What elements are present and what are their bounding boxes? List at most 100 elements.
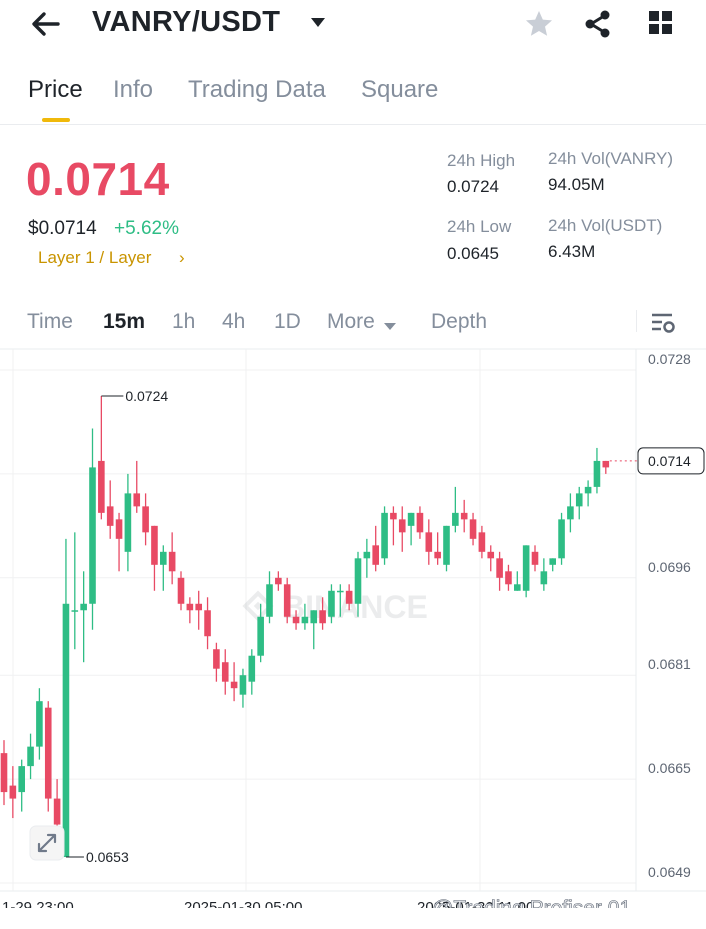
share-icon[interactable] <box>582 8 614 45</box>
candle-body <box>354 558 362 604</box>
candle-body <box>434 551 441 559</box>
candle-body <box>407 512 415 526</box>
interval-15m[interactable]: 15m <box>103 310 146 333</box>
interval-4h[interactable]: 4h <box>222 310 246 333</box>
candle-body <box>478 532 486 552</box>
candle <box>213 642 220 682</box>
vol-base-label: 24h Vol(VANRY) <box>548 149 674 168</box>
last-price-box <box>637 447 705 475</box>
candle-body <box>71 610 79 612</box>
candle-body <box>80 603 87 611</box>
back-arrow-icon[interactable] <box>28 6 66 42</box>
candle <box>425 519 433 565</box>
candle-body <box>487 551 495 559</box>
candle-body <box>372 545 379 565</box>
depth-tab[interactable]: Depth <box>431 310 488 333</box>
high-label: 24h High <box>447 151 516 170</box>
candle-body <box>514 584 521 591</box>
candle <box>275 571 282 591</box>
tab-square[interactable]: Square <box>361 76 439 103</box>
candle <box>328 584 335 624</box>
candle <box>160 545 167 591</box>
x-axis-tick-label: 2025-01-30 11:00 <box>417 899 534 908</box>
min-price-label: 0.0653 <box>86 849 129 865</box>
candle-body <box>44 707 52 799</box>
candle <box>186 597 194 624</box>
candle-body <box>469 519 477 539</box>
grid-icon[interactable] <box>646 8 676 43</box>
candle <box>124 473 132 572</box>
top-bar: VANRY/USDT <box>0 0 706 50</box>
candle-body <box>319 610 326 624</box>
tab-price[interactable]: Price <box>28 76 83 103</box>
candle-body <box>195 603 202 611</box>
interval-more[interactable]: More <box>327 310 375 333</box>
candle <box>319 597 326 630</box>
candle-body <box>567 506 574 520</box>
star-icon[interactable] <box>523 8 555 45</box>
candle-body <box>416 512 424 533</box>
caret-down-icon[interactable] <box>383 318 397 336</box>
candle <box>283 577 291 624</box>
candle <box>27 733 34 780</box>
candle <box>18 759 25 812</box>
price-change-percent: +5.62% <box>114 218 179 239</box>
candle-body <box>221 662 229 682</box>
candle <box>292 610 300 630</box>
candle-body <box>239 675 247 695</box>
interval-1h[interactable]: 1h <box>172 310 196 333</box>
low-value: 0.0645 <box>447 244 499 263</box>
candle-body <box>204 610 211 637</box>
candle-body <box>328 590 335 617</box>
candle-body <box>0 753 8 793</box>
interval-time[interactable]: Time <box>27 310 73 333</box>
high-value: 0.0724 <box>447 177 499 196</box>
candle-body <box>584 486 592 494</box>
y-axis-tick-label: 0.0728 <box>648 351 691 367</box>
x-axis-tick-label: 1-29 23:00 <box>2 899 74 908</box>
candle-body <box>363 551 371 559</box>
x-axis-tick-label: 2025-01-30 05:00 <box>184 899 302 908</box>
tab-trading-data[interactable]: Trading Data <box>188 76 326 103</box>
candle <box>266 571 273 624</box>
candle <box>567 493 574 533</box>
candle-body <box>549 558 556 565</box>
candle <box>248 649 256 695</box>
candle <box>0 740 8 806</box>
candle-body <box>460 512 468 520</box>
candle-body <box>248 655 256 682</box>
candle <box>407 512 415 546</box>
candle <box>514 571 521 591</box>
chart-settings-icon[interactable] <box>650 311 676 340</box>
pair-title[interactable]: VANRY/USDT <box>92 6 281 38</box>
candle-body <box>310 610 318 624</box>
caret-down-icon[interactable] <box>310 16 326 34</box>
divider <box>636 310 637 332</box>
candle-body <box>337 590 344 593</box>
candle-body <box>398 519 406 533</box>
candle <box>98 395 105 520</box>
candle <box>239 668 247 708</box>
chevron-right-icon[interactable]: › <box>179 248 185 267</box>
candle <box>487 545 495 572</box>
candle <box>505 564 512 591</box>
candle-body <box>531 551 539 565</box>
expand-icon[interactable] <box>29 825 65 861</box>
candle-body <box>275 577 282 585</box>
candle <box>310 610 318 650</box>
candle-body <box>381 512 388 559</box>
candle <box>9 766 17 819</box>
low-label: 24h Low <box>447 217 512 236</box>
candle <box>390 506 397 546</box>
tab-info[interactable]: Info <box>113 76 154 103</box>
category-tag-link[interactable]: Layer 1 / Layer <box>38 248 152 267</box>
candle-body <box>345 590 353 604</box>
candle <box>257 603 264 663</box>
candle-body <box>301 616 309 624</box>
candle <box>381 506 388 565</box>
candle-body <box>115 519 123 539</box>
candle-body <box>425 532 433 552</box>
vol-quote-value: 6.43M <box>548 242 596 261</box>
interval-1d[interactable]: 1D <box>274 310 301 333</box>
